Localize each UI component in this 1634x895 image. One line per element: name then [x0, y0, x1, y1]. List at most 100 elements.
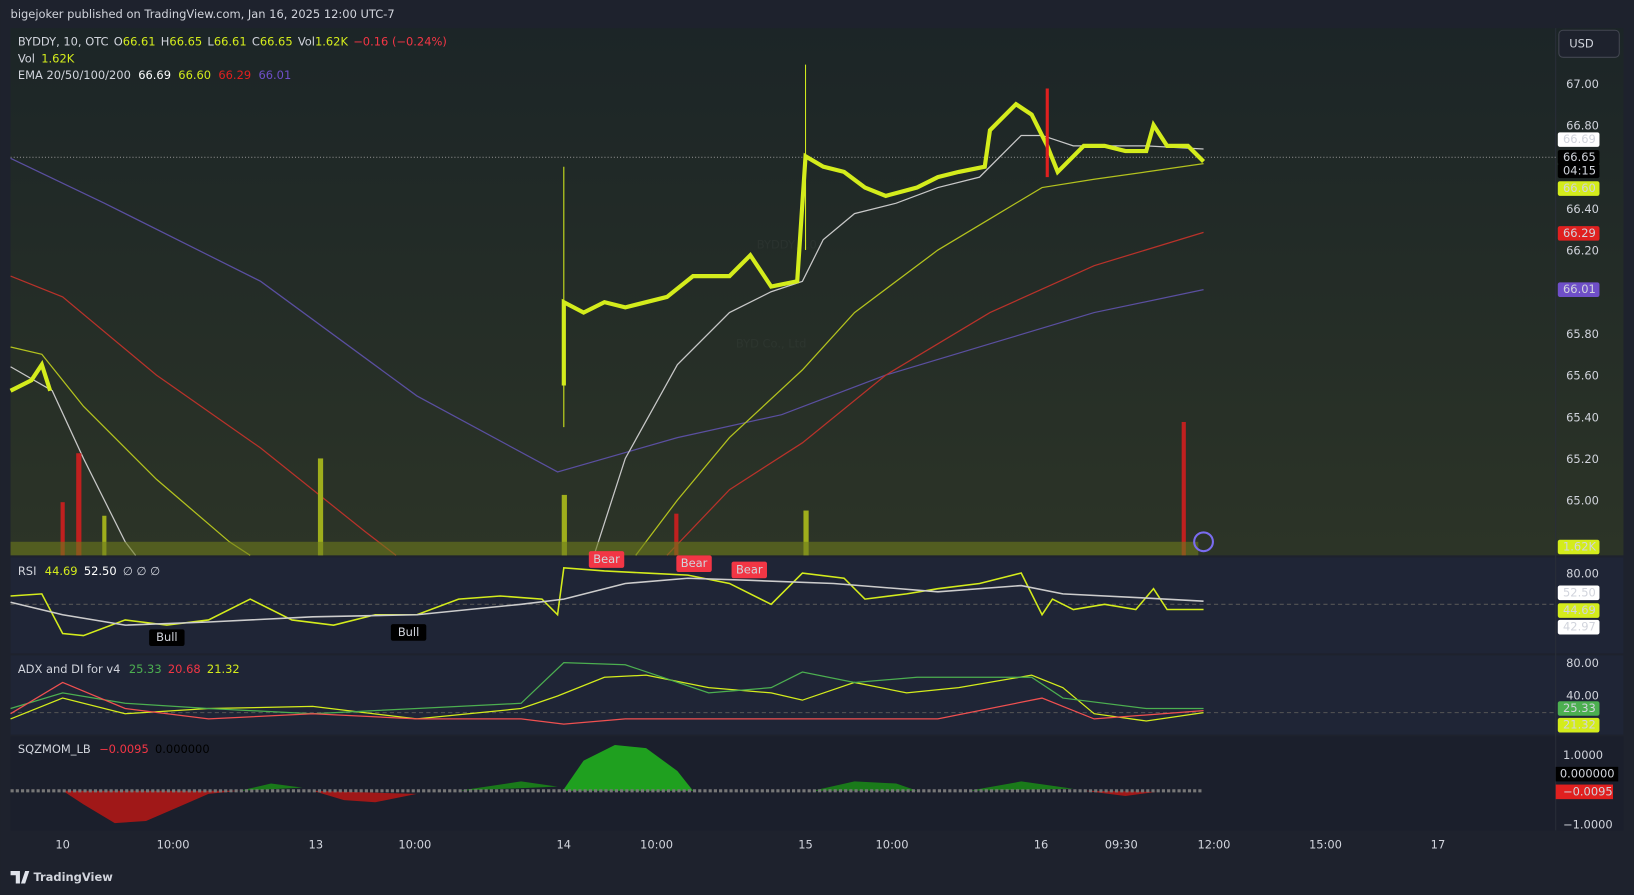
rsi-label: 44.69 — [1563, 603, 1596, 617]
adx-label-bg — [1557, 701, 1600, 716]
price-tick-label: 66.40 — [1566, 202, 1599, 216]
time-tick-label: 10 — [55, 837, 70, 851]
legend-ema-part: 66.29 — [218, 68, 251, 82]
price-tick-label: 65.20 — [1566, 452, 1599, 466]
legend-ema-part: 66.01 — [258, 68, 291, 82]
price-label-bg — [1557, 282, 1600, 297]
price-tick-label: 65.60 — [1566, 369, 1599, 383]
sqz-legend: SQZMOM_LB −0.0095 0.000000 — [18, 742, 210, 756]
sqz-pane — [10, 736, 1624, 831]
signal-label: Bull — [156, 630, 177, 644]
adx-label: 25.33 — [1563, 701, 1596, 715]
legend-volume-part: Vol — [18, 51, 35, 65]
signal-bg — [676, 555, 712, 573]
sqz-label: 0.000000 — [1560, 767, 1615, 781]
price-label-bg — [1557, 163, 1600, 179]
price-label: 66.69 — [1563, 132, 1596, 146]
adx-label: 21.32 — [1563, 718, 1596, 732]
time-tick-label: 14 — [557, 837, 572, 851]
price-label-bg — [1557, 181, 1600, 196]
legend-ema-part: 66.69 — [138, 68, 171, 82]
adx-legend-part: 25.33 — [129, 661, 162, 675]
price-tick-label: 66.20 — [1566, 244, 1599, 258]
legend-ohlc-part: 66.65 — [260, 34, 293, 48]
price-label: 66.65 — [1563, 150, 1596, 164]
legend-ohlc-part: C — [252, 34, 260, 48]
main-pane — [10, 28, 1624, 556]
legend-volume: Vol 1.62K — [18, 51, 75, 65]
replay-icon[interactable] — [1193, 531, 1214, 553]
signal-bg — [731, 561, 767, 579]
price-label: 66.29 — [1563, 226, 1596, 240]
legend-ohlc-part: BYDDY, 10, OTC — [18, 34, 109, 48]
legend-ohlc: BYDDY, 10, OTC O66.61 H66.65 L66.61 C66.65 Vo… — [18, 34, 447, 48]
price-tick-label: 65.40 — [1566, 410, 1599, 424]
adx-legend-part: 20.68 — [168, 661, 201, 675]
legend-volume-part: 1.62K — [41, 51, 75, 65]
sqz-legend-part: SQZMOM_LB — [18, 742, 91, 756]
price-label-bg — [1557, 539, 1600, 555]
time-tick-label: 13 — [309, 837, 324, 851]
legend-ohlc-part: 66.65 — [169, 34, 202, 48]
signal-bg — [149, 629, 185, 646]
sqz-legend-part: 0.000000 — [155, 742, 210, 756]
volume-bars — [10, 421, 1199, 556]
legend-ohlc-part: Vol — [298, 34, 315, 48]
price-label-bg — [1557, 226, 1600, 241]
adx-tick: 40.00 — [1566, 688, 1599, 702]
time-tick-label: 10:00 — [398, 837, 431, 851]
legend-ohlc-part: 66.61 — [123, 34, 156, 48]
rsi-legend: RSI 44.69 52.50 ∅ ∅ ∅ — [18, 563, 160, 577]
legend-ohlc-part: −0.16 (−0.24%) — [353, 34, 447, 48]
legend-ohlc-part: 66.61 — [214, 34, 247, 48]
price-tick-label: 65.80 — [1566, 327, 1599, 341]
signal-bg — [588, 551, 625, 568]
sqz-label-bg — [1555, 766, 1619, 782]
adx-legend-part: ADX and DI for v4 — [18, 661, 121, 675]
rsi-label-bg — [1557, 603, 1600, 618]
adx-legend-part: 21.32 — [207, 661, 240, 675]
rsi-label: 42.97 — [1563, 620, 1596, 634]
price-tick-label: 65.00 — [1566, 494, 1599, 508]
sqz-tick: −1.0000 — [1563, 818, 1613, 832]
rsi-lines — [10, 567, 1204, 637]
price-label: 1.62K — [1563, 540, 1597, 554]
rsi-legend-part: RSI — [18, 563, 37, 577]
legend-ohlc-part: 1.62K — [315, 34, 349, 48]
price-tick-label: 67.00 — [1566, 77, 1599, 91]
price-action — [9, 64, 1206, 428]
price-label-bg — [1557, 132, 1600, 147]
time-tick-label: 15 — [798, 837, 813, 851]
price-label: 66.60 — [1563, 181, 1596, 195]
rsi-label: 52.50 — [1563, 585, 1596, 599]
adx-label-bg — [1557, 717, 1600, 733]
rsi-legend-part: ∅ ∅ ∅ — [123, 563, 160, 577]
legend-ema-part: 66.60 — [178, 68, 211, 82]
watermark-name: BYD Co., Ltd — [736, 336, 807, 350]
sqz-label-bg — [1555, 784, 1614, 800]
signal-label: Bear — [593, 552, 620, 566]
currency-label: USD — [1569, 36, 1594, 50]
time-tick-label: 09:30 — [1105, 837, 1138, 851]
signal-label: Bear — [736, 562, 763, 576]
time-tick-label: 17 — [1431, 837, 1446, 851]
legend-ohlc-part: O — [114, 34, 123, 48]
legend-ohlc-part: L — [207, 34, 214, 48]
time-tick-label: 10:00 — [640, 837, 673, 851]
time-tick-label: 10:00 — [876, 837, 909, 851]
currency-button[interactable] — [1558, 29, 1620, 58]
time-tick-label: 16 — [1034, 837, 1049, 851]
sqz-tick: 1.0000 — [1563, 748, 1603, 762]
rsi-legend-part: 52.50 — [84, 563, 117, 577]
rsi-pane — [10, 557, 1624, 654]
sqz-legend-part: −0.0095 — [99, 742, 149, 756]
signal-label: Bear — [681, 556, 708, 570]
signal-label: Bull — [398, 625, 419, 639]
sqz-label: −0.0095 — [1563, 784, 1613, 798]
rsi-tick: 80.00 — [1566, 567, 1599, 581]
legend-ema: EMA 20/50/100/200 66.69 66.60 66.29 66.01 — [18, 68, 291, 82]
time-tick-label: 15:00 — [1309, 837, 1342, 851]
rsi-label-bg — [1557, 619, 1600, 635]
price-label: 04:15 — [1563, 163, 1596, 177]
